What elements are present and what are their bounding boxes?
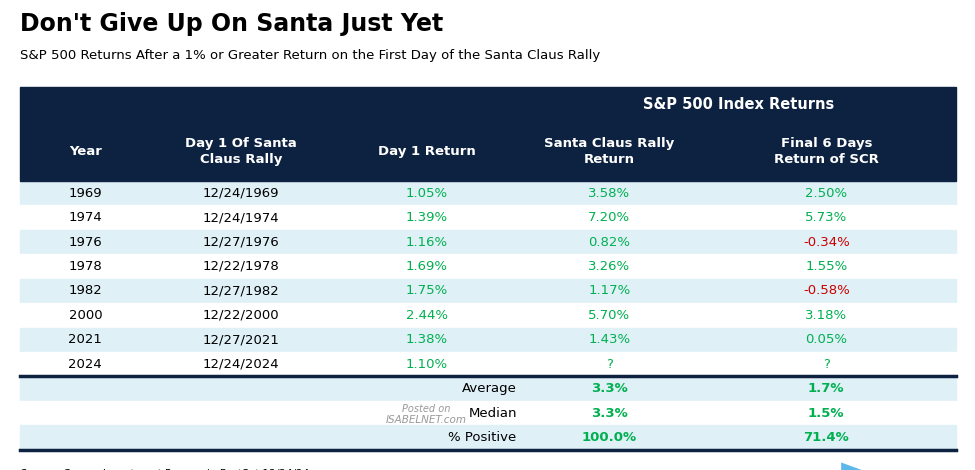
- Text: 1.75%: 1.75%: [406, 284, 448, 298]
- Text: 3.58%: 3.58%: [588, 187, 631, 200]
- Text: Don't Give Up On Santa Just Yet: Don't Give Up On Santa Just Yet: [20, 12, 443, 36]
- Text: 3.3%: 3.3%: [591, 407, 628, 420]
- Text: ISABELNET.com: ISABELNET.com: [386, 415, 467, 425]
- Text: 12/24/1969: 12/24/1969: [203, 187, 280, 200]
- Text: ?: ?: [823, 358, 830, 371]
- Text: -0.58%: -0.58%: [803, 284, 849, 298]
- Text: 1.7%: 1.7%: [808, 382, 844, 395]
- Text: Average: Average: [462, 382, 517, 395]
- Text: 1978: 1978: [68, 260, 102, 273]
- Text: 12/22/2000: 12/22/2000: [203, 309, 280, 322]
- Text: Day 1 Return: Day 1 Return: [377, 145, 476, 158]
- Text: 3.26%: 3.26%: [588, 260, 631, 273]
- Text: 0.82%: 0.82%: [588, 235, 631, 249]
- Polygon shape: [841, 462, 878, 470]
- Text: 12/22/1978: 12/22/1978: [203, 260, 280, 273]
- Text: 2000: 2000: [68, 309, 102, 322]
- Text: 1.10%: 1.10%: [406, 358, 448, 371]
- Text: Median: Median: [468, 407, 517, 420]
- Text: 1.43%: 1.43%: [588, 333, 631, 346]
- Text: 1.39%: 1.39%: [406, 211, 448, 224]
- Text: S&P 500 Returns After a 1% or Greater Return on the First Day of the Santa Claus: S&P 500 Returns After a 1% or Greater Re…: [20, 49, 600, 63]
- Text: 2.44%: 2.44%: [406, 309, 448, 322]
- Text: Posted on: Posted on: [403, 404, 450, 415]
- Text: 1.16%: 1.16%: [406, 235, 448, 249]
- Text: 3.18%: 3.18%: [805, 309, 847, 322]
- Text: 71.4%: 71.4%: [803, 431, 849, 444]
- Text: Source: Carson Investment Research, FactSet 12/24/24: Source: Carson Investment Research, Fact…: [20, 469, 308, 470]
- Text: 1.55%: 1.55%: [805, 260, 847, 273]
- Text: Year: Year: [69, 145, 101, 158]
- Text: 12/27/1982: 12/27/1982: [203, 284, 280, 298]
- Text: 1969: 1969: [68, 187, 102, 200]
- Text: 12/27/1976: 12/27/1976: [203, 235, 280, 249]
- Text: Santa Claus Rally
Return: Santa Claus Rally Return: [544, 137, 675, 166]
- Text: S&P 500 Index Returns: S&P 500 Index Returns: [643, 97, 835, 112]
- Text: 1976: 1976: [68, 235, 102, 249]
- Text: 5.70%: 5.70%: [588, 309, 631, 322]
- Text: 12/27/2021: 12/27/2021: [203, 333, 280, 346]
- Text: 1982: 1982: [68, 284, 102, 298]
- Text: 1974: 1974: [68, 211, 102, 224]
- Text: 12/24/1974: 12/24/1974: [203, 211, 280, 224]
- Text: 7.20%: 7.20%: [588, 211, 631, 224]
- Text: 3.3%: 3.3%: [591, 382, 628, 395]
- Text: 1.05%: 1.05%: [406, 187, 448, 200]
- Text: 12/24/2024: 12/24/2024: [203, 358, 280, 371]
- Text: 100.0%: 100.0%: [582, 431, 637, 444]
- Text: 5.73%: 5.73%: [805, 211, 847, 224]
- Text: % Positive: % Positive: [448, 431, 517, 444]
- Text: 1.69%: 1.69%: [406, 260, 448, 273]
- Text: ?: ?: [605, 358, 613, 371]
- Text: 2021: 2021: [68, 333, 102, 346]
- Text: 1.38%: 1.38%: [406, 333, 448, 346]
- Text: -0.34%: -0.34%: [803, 235, 849, 249]
- Text: Day 1 Of Santa
Claus Rally: Day 1 Of Santa Claus Rally: [185, 137, 297, 166]
- Text: 1.5%: 1.5%: [808, 407, 844, 420]
- Text: 2024: 2024: [68, 358, 102, 371]
- Text: 1.17%: 1.17%: [588, 284, 631, 298]
- Text: 2.50%: 2.50%: [805, 187, 847, 200]
- Text: 0.05%: 0.05%: [805, 333, 847, 346]
- Text: Final 6 Days
Return of SCR: Final 6 Days Return of SCR: [774, 137, 878, 166]
